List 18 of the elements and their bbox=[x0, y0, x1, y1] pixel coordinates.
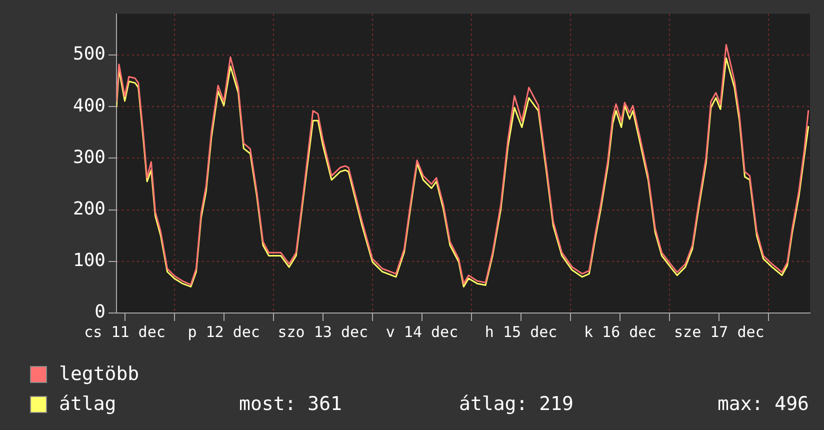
y-tick-label: 500 bbox=[72, 44, 106, 65]
text: max: 496 bbox=[716, 393, 809, 415]
y-tick-label: 300 bbox=[72, 146, 106, 168]
text: most: 361 bbox=[239, 393, 343, 415]
x-tick-label: cs 11 dec bbox=[84, 322, 166, 341]
x-tick-label: v 14 dec bbox=[386, 322, 458, 341]
legend-label: legtöbb bbox=[59, 363, 140, 385]
x-tick-label: szo 13 dec bbox=[278, 322, 368, 341]
x-tick-label: k 16 dec bbox=[584, 322, 656, 341]
text: átlag: 219 bbox=[459, 393, 574, 415]
y-tick-label: 0 bbox=[94, 302, 106, 323]
y-tick-label: 400 bbox=[72, 95, 106, 116]
x-tick-label: sze 17 dec bbox=[674, 322, 764, 341]
x-tick-label: h 15 dec bbox=[484, 322, 558, 341]
y-tick-label: 100 bbox=[72, 250, 106, 272]
y-tick-label: 200 bbox=[72, 198, 106, 220]
legend-label: átlag bbox=[59, 393, 118, 415]
x-tick-label: p 12 dec bbox=[188, 322, 260, 341]
